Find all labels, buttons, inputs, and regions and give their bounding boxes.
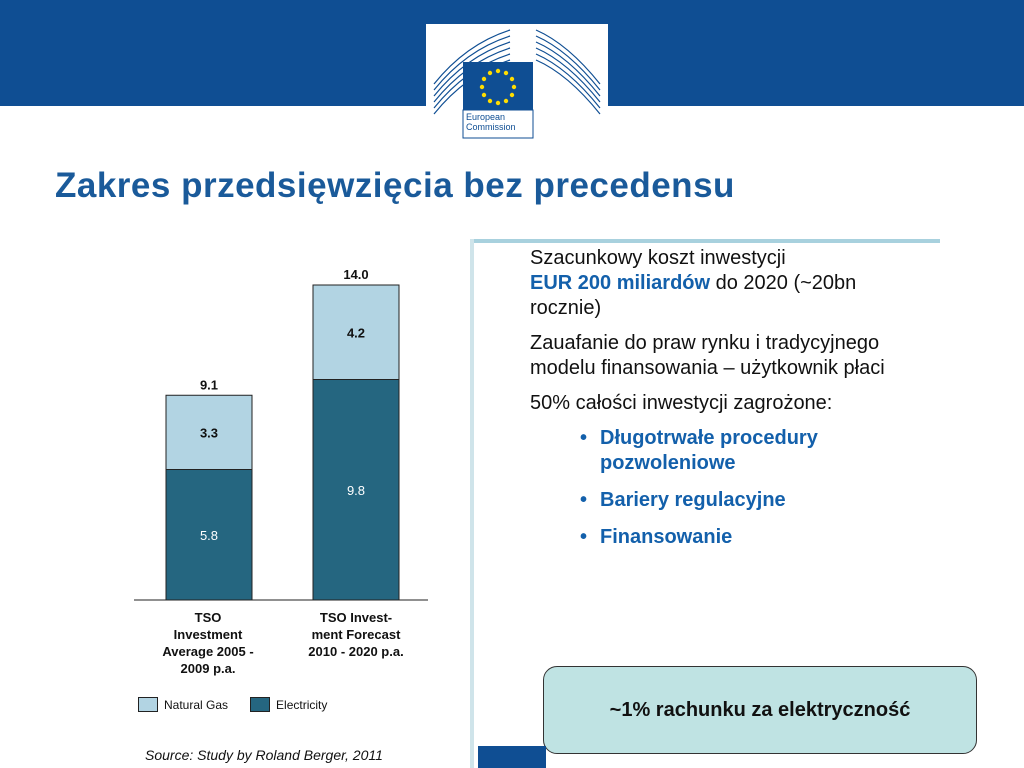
x-tick-label: Average 2005 - <box>162 644 253 659</box>
bar-natural-gas <box>312 284 400 380</box>
bar-value-label: 4.2 <box>347 325 365 340</box>
chart-legend: Natural Gas Electricity <box>138 697 349 712</box>
legend-item-natural-gas: Natural Gas <box>138 697 228 712</box>
legend-swatch-electricity <box>250 697 271 712</box>
risk-list: • Długotrwałe procedury pozwoleniowe • Bar… <box>530 426 930 550</box>
bar-electricity <box>165 469 253 601</box>
source-note: Source: Study by Roland Berger, 2011 <box>145 747 383 763</box>
bar-total-label: 9.1 <box>200 377 218 392</box>
legend-label-natural-gas: Natural Gas <box>164 697 229 712</box>
bar-total-label: 14.0 <box>343 267 368 282</box>
logo-text: European Commission <box>466 112 516 132</box>
bullet-dot-icon: • <box>580 427 588 449</box>
list-item: • Długotrwałe procedury pozwoleniowe <box>580 426 930 476</box>
x-tick-label: ment Forecast <box>312 627 402 642</box>
page-title: Zakres przedsięwzięcia bez precedensu <box>55 166 735 205</box>
bar-value-label: 5.8 <box>200 528 218 543</box>
stacked-bar-chart: 5.8 3.3 9.1 TSO Investment Average 2005 - 2009… <box>134 267 428 676</box>
list-item: • Bariery regulacyjne <box>580 488 930 513</box>
list-item-label: Finansowanie <box>600 526 733 548</box>
bullet-dot-icon: • <box>580 526 588 548</box>
paragraph-market: Zauafanie do praw rynku i tradycyjnego m… <box>530 332 885 379</box>
callout-box: ~1% rachunku za elektryczność <box>543 666 977 754</box>
bar-value-label: 3.3 <box>200 425 218 440</box>
bullet-text-block: Szacunkowy koszt inwestycji EUR 200 mili… <box>530 246 930 562</box>
paragraph-cost: Szacunkowy koszt inwestycji EUR 200 mili… <box>530 246 930 321</box>
legend-swatch-natural-gas <box>138 697 158 712</box>
legend-label-electricity: Electricity <box>276 697 328 712</box>
x-tick-label: TSO Invest- <box>320 610 392 625</box>
cost-tail: do 2020 (~20bn rocznie) <box>530 272 857 319</box>
list-item-label: Długotrwałe procedury pozwoleniowe <box>600 427 818 474</box>
bullet-dot-icon: • <box>580 489 588 511</box>
bar-electricity <box>312 379 400 601</box>
divider-vertical <box>470 239 474 768</box>
legend-item-electricity: Electricity <box>250 697 327 712</box>
logo-building-icon <box>433 29 601 139</box>
cost-intro: Szacunkowy koszt inwestycji <box>530 247 786 269</box>
cost-amount: EUR 200 miliardów <box>530 272 711 294</box>
x-tick-label: TSO <box>195 610 222 625</box>
paragraph-risk: 50% całości inwestycji zagrożone: <box>530 392 833 414</box>
x-tick-label: 2009 p.a. <box>181 661 236 676</box>
x-tick-label: Investment <box>174 627 243 642</box>
bar-natural-gas <box>165 394 253 470</box>
divider-horizontal <box>470 239 940 243</box>
list-item-label: Bariery regulacyjne <box>600 489 786 511</box>
bottom-flag <box>478 746 546 768</box>
eu-stars-icon <box>479 68 517 106</box>
european-commission-logo <box>426 24 608 141</box>
list-item: • Finansowanie <box>580 525 930 550</box>
bar-value-label: 9.8 <box>347 483 365 498</box>
x-tick-label: 2010 - 2020 p.a. <box>308 644 403 659</box>
